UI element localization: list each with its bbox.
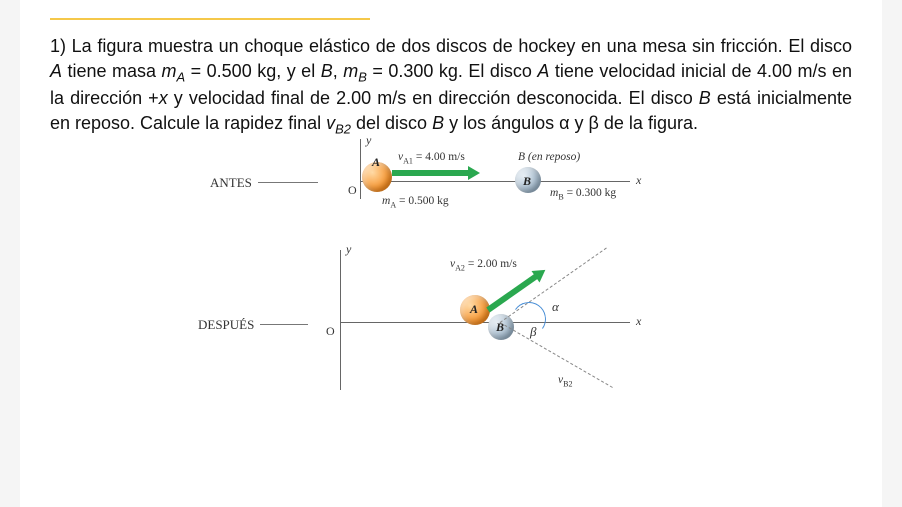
txt: y los ángulos α y β de la figura. (444, 113, 698, 133)
axis-y-after (340, 250, 341, 390)
sym-B3: B (432, 113, 444, 133)
after-label: DESPUÉS (198, 317, 254, 333)
mB-label: mB = 0.300 kg (550, 187, 616, 201)
top-rule (50, 18, 370, 20)
before-label-line (258, 182, 318, 183)
disc-a-label-after: A (470, 302, 478, 317)
sym-B2: B (699, 88, 711, 108)
before-label: ANTES (210, 175, 252, 191)
after-label-line (260, 324, 308, 325)
txt: , (333, 61, 344, 81)
sym-mA: m (162, 61, 177, 81)
problem-text: 1) La figura muestra un choque elástico … (50, 34, 852, 139)
sub-mA: A (177, 69, 186, 84)
sym-B: B (321, 61, 333, 81)
sym-vB2: v (326, 113, 335, 133)
x-label-after: x (636, 314, 641, 329)
sym-A2: A (537, 61, 549, 81)
sym-A: A (50, 61, 62, 81)
axis-y-before (360, 139, 361, 199)
after-diagram: y x O A B vA2 = 2.00 m/s α β vB2 (320, 252, 700, 422)
y-label-after: y (346, 242, 351, 257)
after-row: DESPUÉS (198, 317, 308, 333)
sym-x: x (159, 88, 168, 108)
mA-label: mA = 0.500 kg (382, 195, 449, 209)
disc-a-label-before: A (372, 155, 380, 170)
page: 1) La figura muestra un choque elástico … (20, 0, 882, 507)
before-row: ANTES (210, 175, 318, 191)
txt: tiene masa (62, 61, 162, 81)
sym-mB: m (343, 61, 358, 81)
vA2-label: vA2 = 2.00 m/s (450, 258, 517, 272)
x-label-before: x (636, 173, 641, 188)
before-diagram: y x O A vA1 = 4.00 m/s B B (en reposo) m… (340, 147, 690, 237)
vA1-label: vA1 = 4.00 m/s (398, 151, 465, 165)
origin-after: O (326, 324, 335, 339)
disc-b-label-before: B (523, 174, 531, 189)
txt: y velocidad final de 2.00 m/s en direcci… (168, 88, 699, 108)
b-rest-label: B (en reposo) (518, 151, 580, 163)
velocity-arrow-before (392, 170, 470, 176)
sub-vB2: B2 (335, 122, 351, 137)
txt: = 0.300 kg. El disco (367, 61, 538, 81)
axis-x-before (360, 181, 630, 182)
beta-label: β (530, 324, 536, 340)
txt: = 0.500 kg, y el (185, 61, 321, 81)
txt: del disco (351, 113, 432, 133)
alpha-label: α (552, 299, 559, 315)
figure-area: ANTES y x O A vA1 = 4.00 m/s B B (en rep… (50, 147, 852, 427)
vB2-label: vB2 (558, 374, 573, 388)
y-label-before: y (366, 133, 371, 148)
txt: La figura muestra un choque elástico de … (72, 36, 852, 56)
axis-x-after (340, 322, 630, 323)
origin-before: O (348, 183, 357, 198)
sub-mB: B (358, 69, 367, 84)
problem-number: 1) (50, 36, 66, 56)
